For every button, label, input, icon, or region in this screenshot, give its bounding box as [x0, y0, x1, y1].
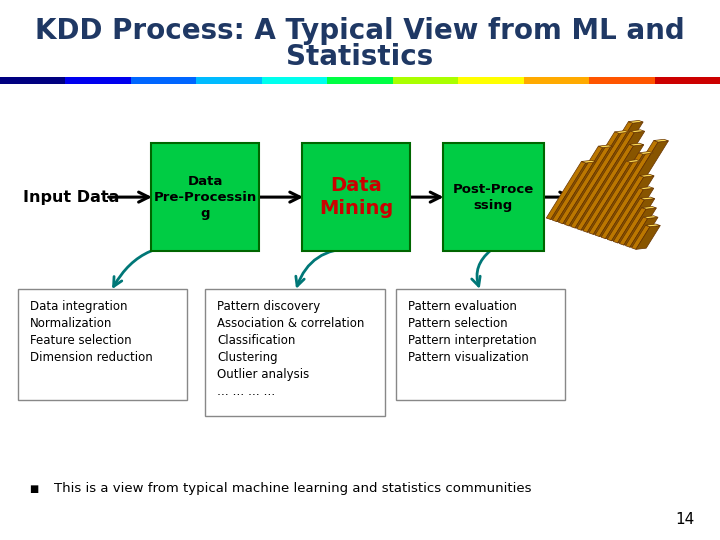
FancyBboxPatch shape — [18, 289, 187, 400]
Polygon shape — [563, 132, 629, 224]
Bar — [523, 77, 589, 84]
Text: Post-Proce
ssing: Post-Proce ssing — [453, 183, 534, 212]
Polygon shape — [619, 207, 646, 245]
Text: ■: ■ — [29, 484, 38, 494]
Polygon shape — [624, 208, 657, 245]
Text: Pattern evaluation
Pattern selection
Pattern interpretation
Pattern visualizatio: Pattern evaluation Pattern selection Pat… — [408, 300, 537, 364]
Polygon shape — [546, 161, 586, 220]
Bar — [392, 77, 458, 84]
Polygon shape — [607, 188, 644, 241]
Polygon shape — [626, 160, 641, 163]
Polygon shape — [654, 139, 668, 142]
Polygon shape — [575, 131, 644, 228]
Polygon shape — [618, 199, 654, 243]
Polygon shape — [642, 206, 657, 209]
Bar — [589, 77, 654, 84]
Bar — [328, 77, 392, 84]
Text: Data integration
Normalization
Feature selection
Dimension reduction: Data integration Normalization Feature s… — [30, 300, 153, 364]
Text: Data
Pre-Processin
g: Data Pre-Processin g — [153, 174, 257, 220]
Polygon shape — [552, 146, 603, 221]
Bar — [0, 77, 66, 84]
Polygon shape — [644, 216, 658, 219]
Polygon shape — [589, 153, 643, 234]
Polygon shape — [611, 188, 654, 241]
Polygon shape — [593, 153, 654, 234]
Polygon shape — [571, 131, 634, 228]
Polygon shape — [630, 217, 658, 247]
Polygon shape — [582, 161, 631, 232]
Polygon shape — [606, 176, 654, 239]
Bar — [66, 77, 131, 84]
Polygon shape — [613, 198, 644, 243]
FancyBboxPatch shape — [302, 143, 410, 251]
Polygon shape — [639, 174, 654, 177]
Polygon shape — [640, 197, 654, 200]
FancyBboxPatch shape — [151, 143, 259, 251]
Polygon shape — [615, 131, 629, 133]
Polygon shape — [639, 187, 654, 190]
Polygon shape — [582, 160, 596, 163]
FancyBboxPatch shape — [396, 289, 565, 400]
Polygon shape — [601, 176, 644, 239]
Text: Pattern discovery
Association & correlation
Classification
Clustering
Outlier an: Pattern discovery Association & correlat… — [217, 300, 365, 397]
Bar — [197, 77, 262, 84]
Polygon shape — [581, 145, 644, 230]
Text: 14: 14 — [675, 511, 695, 526]
Polygon shape — [630, 130, 644, 132]
Bar — [458, 77, 523, 84]
Polygon shape — [639, 152, 654, 154]
Text: This is a view from typical machine learning and statistics communities: This is a view from typical machine lear… — [54, 482, 531, 495]
Polygon shape — [629, 120, 643, 123]
Text: Statistics: Statistics — [287, 43, 433, 71]
Polygon shape — [598, 145, 613, 147]
Polygon shape — [626, 217, 648, 247]
Polygon shape — [559, 132, 619, 224]
Polygon shape — [577, 144, 634, 230]
Polygon shape — [599, 141, 668, 237]
Polygon shape — [551, 162, 596, 220]
Polygon shape — [646, 224, 660, 227]
Polygon shape — [636, 226, 660, 249]
Polygon shape — [588, 161, 641, 232]
Polygon shape — [569, 122, 643, 226]
Polygon shape — [629, 143, 644, 146]
Bar — [262, 77, 328, 84]
Text: Data
Mining: Data Mining — [319, 176, 394, 218]
Text: Input Data: Input Data — [23, 190, 120, 205]
Polygon shape — [631, 225, 650, 249]
Bar — [654, 77, 720, 84]
Bar — [131, 77, 197, 84]
Polygon shape — [557, 146, 613, 221]
FancyBboxPatch shape — [443, 143, 544, 251]
Polygon shape — [564, 122, 633, 226]
Text: KDD Process: A Typical View from ML and: KDD Process: A Typical View from ML and — [35, 17, 685, 45]
Polygon shape — [595, 140, 658, 237]
FancyBboxPatch shape — [205, 289, 385, 416]
